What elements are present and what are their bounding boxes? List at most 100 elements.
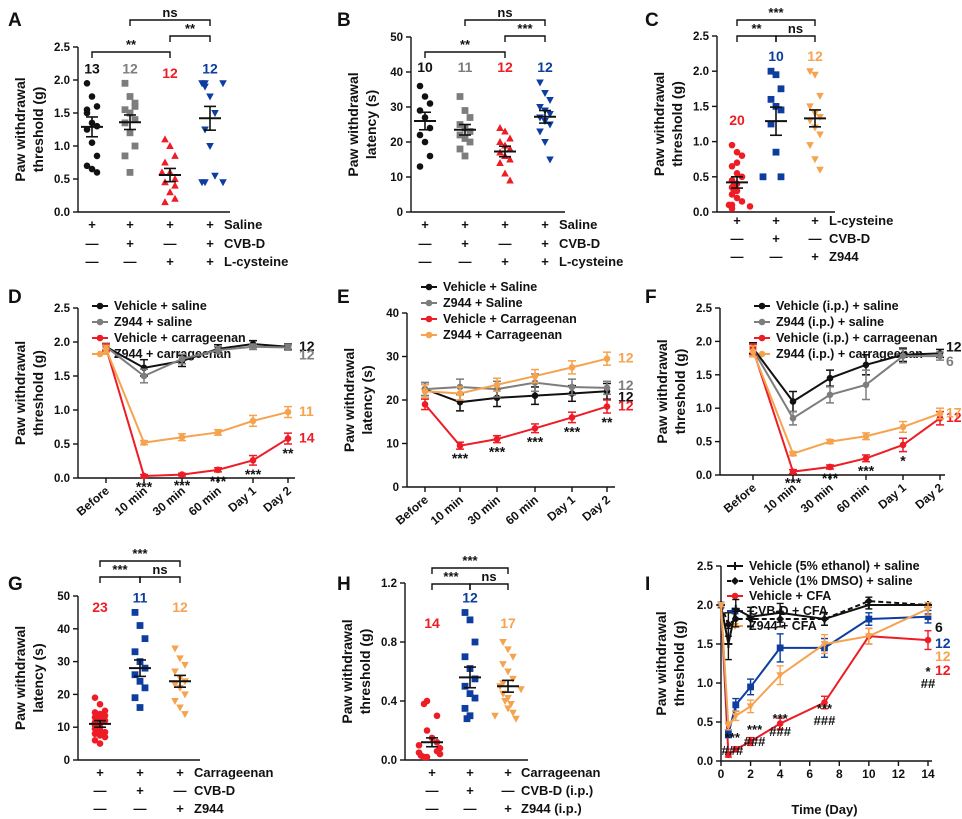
significance-bracket [736,35,777,42]
data-point [493,381,501,389]
y-tick-label: 1.0 [54,405,70,417]
treatment-mark: + [466,765,474,780]
legend-marker [96,318,104,326]
y-tick-label: 50 [57,591,70,603]
treatment-label: CVB-D [224,236,265,251]
significance-label: *** [747,722,763,737]
data-point [284,408,292,416]
data-point [728,191,736,198]
y-tick-label: 0.4 [381,696,398,708]
y-tick-label: 50 [390,32,403,44]
data-point [171,151,179,159]
significance-bracket [424,51,506,58]
treatment-label: CVB-D [829,231,870,246]
treatment-mark: + [166,254,174,269]
x-tick-label: Before [721,480,759,515]
data-point [603,384,611,392]
data-point [101,728,109,736]
treatment-mark: + [421,217,429,232]
data-point [924,636,932,644]
y-axis-label-line: threshold (g) [672,349,688,435]
group-n-label: 13 [84,60,100,76]
data-point [728,141,736,149]
significance-label: *** [822,470,839,486]
panel-letter: E [337,287,350,308]
data-point [421,138,429,146]
y-tick-label: 0.5 [54,439,71,451]
data-point [776,720,784,727]
treatment-mark: + [206,254,214,269]
data-point [471,638,479,646]
data-point [171,697,179,705]
data-point [820,641,829,648]
y-tick-label: 20 [386,395,399,407]
treatment-mark: + [428,765,436,780]
y-axis-label: Paw withdrawal latency (s) [341,348,375,452]
data-point [126,93,134,100]
data-point [506,134,514,142]
data-point [531,424,539,432]
significance-label: *** [112,562,128,577]
series-line [752,349,941,473]
series-n-label: 11 [299,403,314,419]
legend-marker [96,334,104,342]
series-n-label: 12 [618,388,634,404]
data-point [501,169,509,177]
data-point [101,712,109,720]
data-point [717,602,725,609]
y-tick-label: 10 [390,172,403,184]
x-tick-label: 30 min [465,493,503,528]
data-point [568,364,576,371]
x-tick-label: Day 1 [544,492,578,524]
data-point [421,93,429,100]
panel-letter: F [645,287,657,308]
treatment-label: CVB-D (i.p.) [521,783,593,798]
data-point [491,712,499,720]
data-point [96,710,104,718]
data-point [568,383,576,391]
series-line [424,403,608,447]
data-point [936,352,944,360]
series-line [424,357,608,395]
data-point [121,152,129,160]
series-n-label: 12 [946,338,962,354]
significance-label: *** [564,424,581,440]
treatment-mark: — [94,801,107,816]
y-tick-label: 1.0 [693,137,709,149]
data-point [171,175,179,182]
y-tick-label: 40 [386,308,399,320]
data-point [517,686,525,694]
significance-label: ns [497,5,512,20]
data-point [461,682,469,690]
y-tick-label: 0 [64,755,70,767]
data-point [767,120,775,128]
data-point [789,450,797,457]
data-point [198,179,206,187]
panel-letter: A [8,10,22,31]
significance-label: ** [602,414,613,430]
series-line [720,604,929,734]
group-n-label: 11 [133,589,148,605]
data-point [724,722,733,730]
y-tick-label: 2.5 [54,303,71,315]
series-n-label: 6 [946,353,954,369]
significance-bracket [736,19,816,26]
data-point [777,173,785,181]
group-n-label: 12 [162,65,178,81]
data-point [420,753,428,761]
y-tick-label: 1.5 [697,639,714,651]
y-tick-label: 1.5 [54,108,71,120]
data-point [499,639,507,646]
significance-label: ** [283,445,294,461]
data-point [728,162,736,170]
x-tick-label: 2 [747,767,754,781]
data-point [493,435,501,443]
significance-bracket [129,19,211,26]
data-point [789,468,797,475]
x-tick-label: Day 1 [875,480,909,512]
treatment-mark: — [464,801,477,816]
group-n-label: 12 [462,590,478,606]
data-point [181,711,189,719]
legend-marker [758,318,766,326]
group-n-label: 12 [122,60,138,76]
